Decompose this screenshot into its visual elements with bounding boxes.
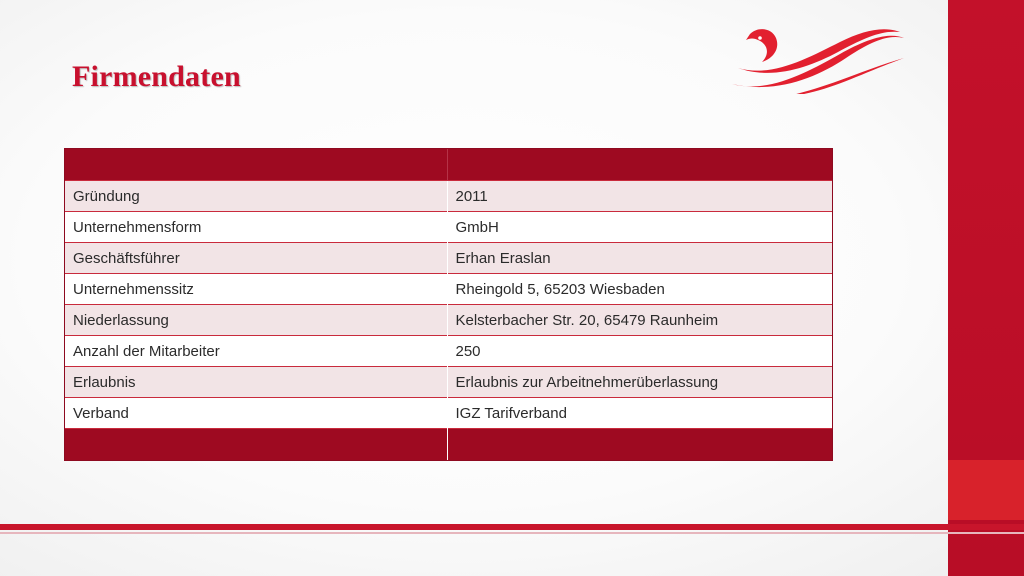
slide-title: Firmendaten bbox=[72, 60, 241, 93]
table-row: Niederlassung Kelsterbacher Str. 20, 654… bbox=[65, 304, 832, 336]
table-row: Geschäftsführer Erhan Eraslan bbox=[65, 242, 832, 274]
table-footer-cell bbox=[65, 428, 448, 460]
bottom-divider-line bbox=[0, 524, 1024, 530]
row-label: Erlaubnis bbox=[65, 366, 448, 398]
bird-wave-logo-icon bbox=[732, 29, 904, 94]
row-label: Unternehmenssitz bbox=[65, 273, 448, 305]
table-header-cell bbox=[65, 149, 448, 181]
table-row: Verband IGZ Tarifverband bbox=[65, 397, 832, 429]
table-row: Gründung 2011 bbox=[65, 180, 832, 212]
table-row: Unternehmenssitz Rheingold 5, 65203 Wies… bbox=[65, 273, 832, 305]
bottom-divider-thin-line bbox=[0, 532, 1024, 534]
row-value: IGZ Tarifverband bbox=[447, 397, 832, 429]
row-label: Niederlassung bbox=[65, 304, 448, 336]
row-label: Verband bbox=[65, 397, 448, 429]
company-data-table: Gründung 2011 Unternehmensform GmbH Gesc… bbox=[64, 148, 833, 461]
right-accent-block bbox=[948, 460, 1024, 520]
row-value: Rheingold 5, 65203 Wiesbaden bbox=[447, 273, 832, 305]
table-header-row bbox=[65, 149, 832, 181]
row-label: Gründung bbox=[65, 180, 448, 212]
table-row: Erlaubnis Erlaubnis zur Arbeitnehmerüber… bbox=[65, 366, 832, 398]
row-value: Erlaubnis zur Arbeitnehmerüberlassung bbox=[447, 366, 832, 398]
row-value: Erhan Eraslan bbox=[447, 242, 832, 274]
table-row: Anzahl der Mitarbeiter 250 bbox=[65, 335, 832, 367]
table-header-cell bbox=[447, 149, 832, 181]
row-value: GmbH bbox=[447, 211, 832, 243]
row-value: Kelsterbacher Str. 20, 65479 Raunheim bbox=[447, 304, 832, 336]
row-value: 250 bbox=[447, 335, 832, 367]
row-label: Anzahl der Mitarbeiter bbox=[65, 335, 448, 367]
table-footer-cell bbox=[447, 428, 832, 460]
row-label: Unternehmensform bbox=[65, 211, 448, 243]
table-row: Unternehmensform GmbH bbox=[65, 211, 832, 243]
row-label: Geschäftsführer bbox=[65, 242, 448, 274]
row-value: 2011 bbox=[447, 180, 832, 212]
table-footer-row bbox=[65, 428, 832, 460]
